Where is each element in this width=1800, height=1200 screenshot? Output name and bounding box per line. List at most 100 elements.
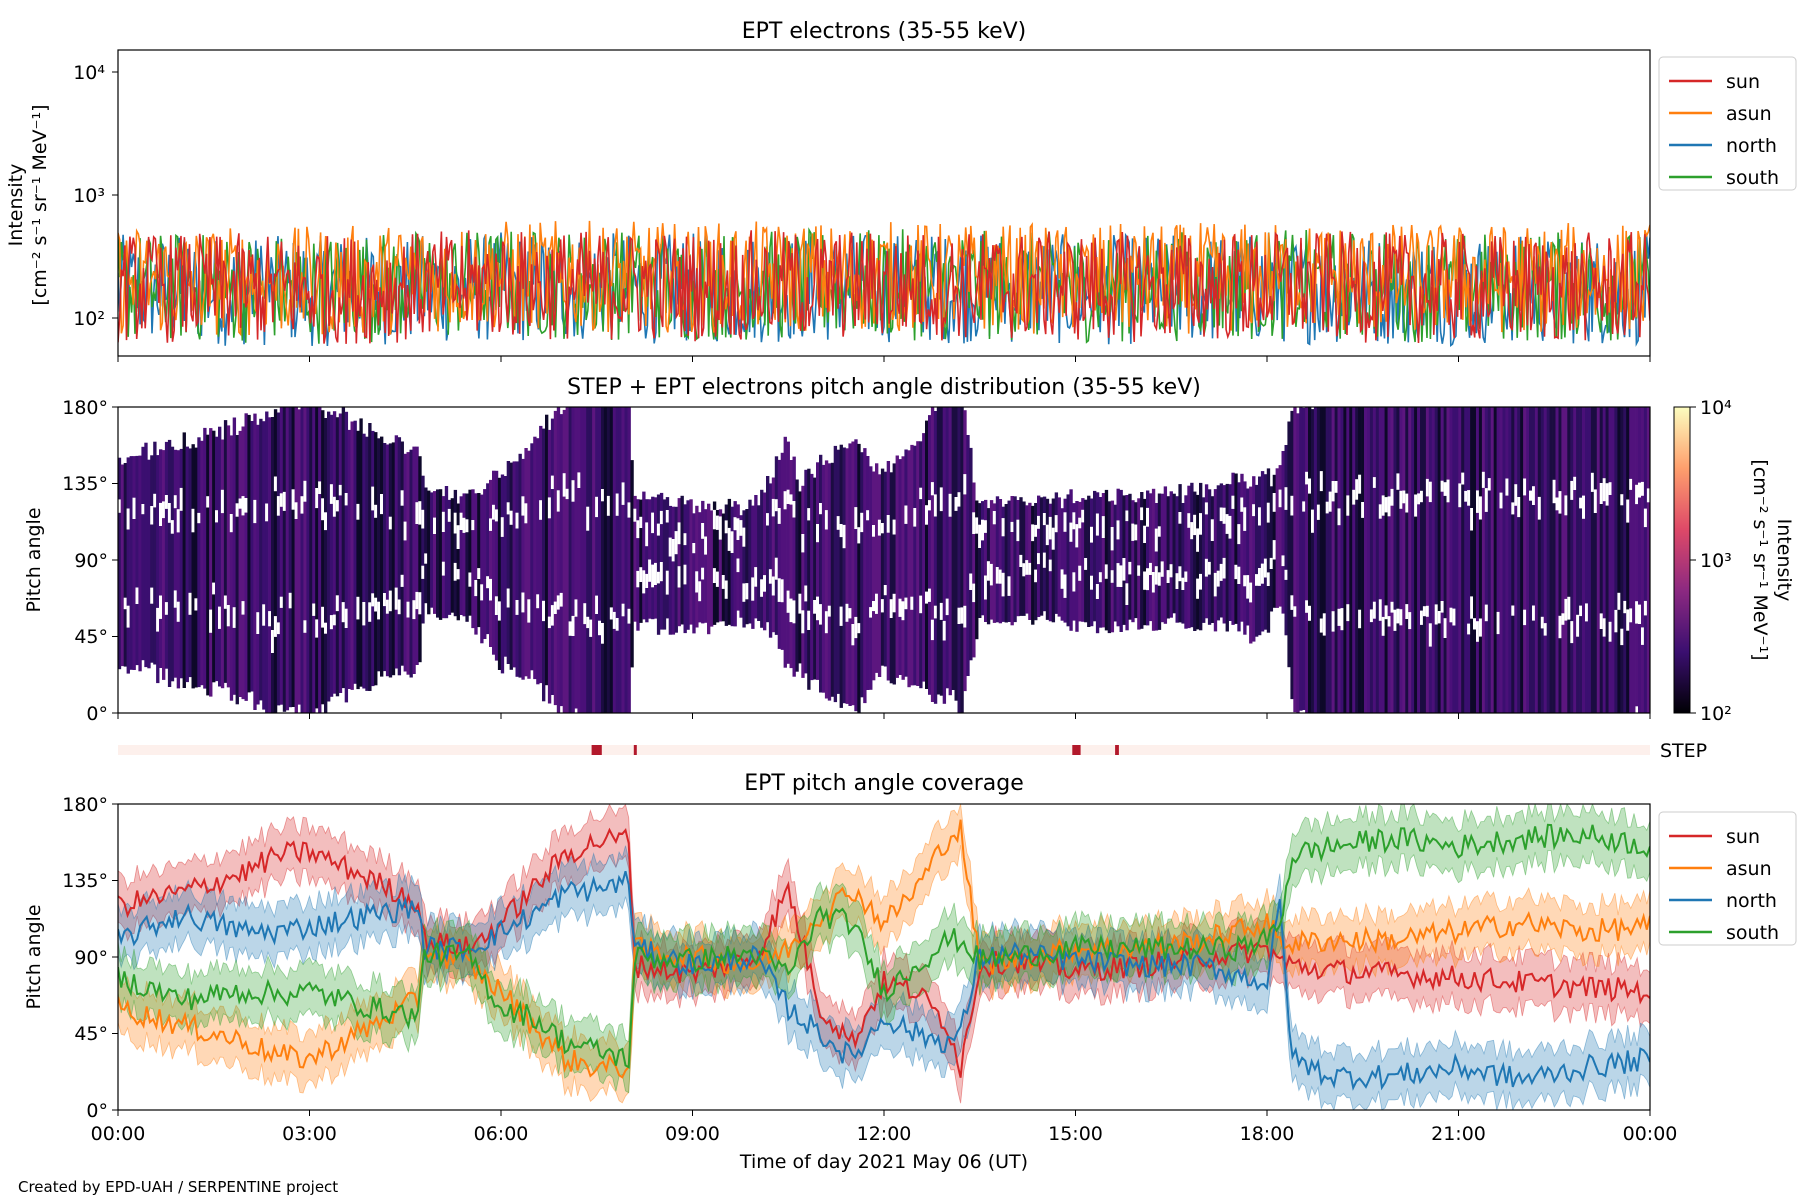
pad-column xyxy=(1355,407,1359,713)
pad-gap xyxy=(126,605,130,628)
pad-gap xyxy=(456,525,460,549)
pad-gap xyxy=(930,482,935,496)
pad-column xyxy=(385,444,390,677)
pad-gap xyxy=(515,600,519,615)
coverage-ytick-45: 45° xyxy=(74,1023,108,1045)
coverage-y-axis: 180° 135° 90° 45° 0° xyxy=(62,794,118,1122)
pad-gap xyxy=(1599,483,1604,504)
pad-column xyxy=(539,425,543,684)
pad-column xyxy=(1057,497,1061,617)
pad-column xyxy=(1364,407,1368,713)
pad-column xyxy=(341,407,346,689)
pad-column xyxy=(621,407,625,713)
pad-gap xyxy=(1122,558,1126,581)
pad-gap xyxy=(981,519,985,541)
pad-column xyxy=(1617,407,1621,713)
pad-column xyxy=(1422,407,1427,713)
pad-gap xyxy=(394,587,399,610)
pad-gap xyxy=(872,601,876,612)
pad-gap xyxy=(854,507,858,529)
pad-gap xyxy=(1078,517,1082,529)
pad-column xyxy=(135,455,139,666)
pad-gap xyxy=(925,505,929,525)
pad-column xyxy=(427,490,431,615)
pad-column xyxy=(294,407,298,713)
pad-column xyxy=(845,448,849,704)
pad-gap xyxy=(1629,608,1633,623)
pad-column xyxy=(459,496,463,615)
legend-box xyxy=(1658,56,1797,191)
pad-gap xyxy=(910,596,914,610)
pad-gap xyxy=(1048,516,1053,540)
pad-column xyxy=(250,421,254,692)
pad-gap xyxy=(880,599,885,613)
pad-gap xyxy=(601,489,605,502)
pad-gap xyxy=(374,504,378,518)
pad-column xyxy=(147,459,151,669)
pad-gap xyxy=(315,619,319,638)
pad-gap xyxy=(1063,512,1067,532)
pad-column xyxy=(545,414,549,686)
pad-gap xyxy=(456,569,460,580)
pad-gap xyxy=(695,571,699,593)
pad-column xyxy=(1608,407,1612,713)
pad-column xyxy=(1119,489,1123,632)
pad-column xyxy=(1499,407,1503,713)
pad-column xyxy=(1467,407,1471,713)
pad-column xyxy=(1269,486,1274,612)
pad-column xyxy=(1178,484,1182,623)
pad-column xyxy=(880,468,885,666)
pad-gap xyxy=(1045,524,1050,546)
pad-gap xyxy=(606,495,611,516)
pad-column xyxy=(754,495,758,619)
pad-gap xyxy=(601,623,605,644)
pad-gap xyxy=(1272,540,1277,560)
pad-gap xyxy=(648,559,652,582)
pad-y-axis: 180° 135° 90° 45° 0° xyxy=(62,397,118,725)
pad-column xyxy=(630,460,634,668)
pad-column xyxy=(1555,407,1559,713)
pad-gap xyxy=(633,508,637,522)
pad-gap xyxy=(1216,570,1221,587)
pad-gap xyxy=(1334,481,1338,493)
pad-column xyxy=(212,430,216,683)
pad-column xyxy=(159,449,163,668)
pad-column xyxy=(751,505,755,629)
pad-gap xyxy=(527,599,531,623)
pad-column xyxy=(933,411,938,704)
pad-column xyxy=(1635,407,1639,707)
pad-column xyxy=(757,505,761,621)
pad-column xyxy=(409,449,413,678)
pad-gap xyxy=(736,518,740,540)
pad-gap xyxy=(1325,501,1330,514)
pad-column xyxy=(1478,407,1483,713)
pad-gap xyxy=(1608,621,1612,642)
pad-ytick-90: 90° xyxy=(74,550,108,572)
pad-column xyxy=(1626,407,1630,713)
pad-column xyxy=(394,435,399,669)
pad-column xyxy=(247,414,251,693)
pad-gap xyxy=(276,622,281,635)
pad-gap xyxy=(960,607,964,624)
pad-gap xyxy=(889,599,894,618)
pad-gap xyxy=(1399,490,1403,509)
pad-column xyxy=(1204,484,1209,619)
pad-gap xyxy=(827,605,832,617)
pad-column xyxy=(288,407,293,708)
pad-column xyxy=(1590,407,1595,713)
pad-gap xyxy=(1355,479,1359,500)
pad-gap xyxy=(883,585,888,596)
pad-gap xyxy=(1369,609,1374,623)
pad-column xyxy=(229,435,234,701)
pad-column xyxy=(1375,407,1380,713)
pad-column xyxy=(836,449,841,694)
pad-column xyxy=(1069,489,1073,631)
pad-column xyxy=(477,493,481,628)
x-tick-label: 09:00 xyxy=(665,1123,720,1145)
pad-column xyxy=(1202,497,1206,623)
pad-column xyxy=(877,474,882,677)
pad-column xyxy=(960,407,964,713)
pad-gap xyxy=(1184,571,1188,582)
intensity-legend: sun asun north south xyxy=(1658,56,1797,191)
pad-gap xyxy=(238,498,242,509)
